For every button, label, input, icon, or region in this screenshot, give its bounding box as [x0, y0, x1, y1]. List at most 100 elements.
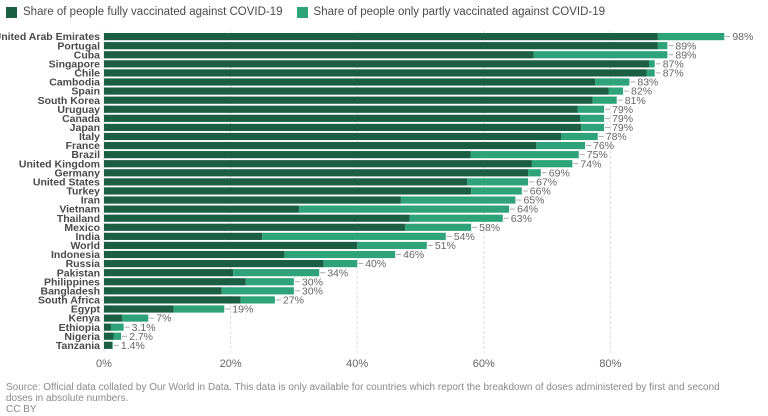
bar-partial[interactable] — [110, 323, 124, 331]
bar-partial[interactable] — [649, 60, 655, 68]
bar-partial[interactable] — [595, 78, 630, 86]
bar-full[interactable] — [104, 42, 658, 50]
bar-partial[interactable] — [400, 196, 516, 204]
bar-partial[interactable] — [581, 123, 605, 131]
bar-partial[interactable] — [467, 178, 529, 186]
bar-full[interactable] — [104, 60, 650, 68]
bar-full[interactable] — [104, 78, 596, 86]
bar-full[interactable] — [104, 205, 299, 213]
bar-full[interactable] — [104, 305, 174, 313]
bar-full[interactable] — [104, 51, 534, 59]
bar-partial[interactable] — [536, 141, 586, 150]
value-label: 34% — [327, 267, 348, 279]
value-label: 89% — [675, 40, 696, 52]
value-label: 58% — [479, 222, 500, 234]
bar-partial[interactable] — [245, 278, 294, 286]
bar-partial[interactable] — [323, 260, 358, 268]
bar-partial[interactable] — [122, 314, 149, 322]
bar-full[interactable] — [104, 341, 113, 349]
legend-item-full[interactable]: Share of people fully vaccinated against… — [6, 6, 283, 18]
country-label: United Arab Emirates — [0, 31, 100, 43]
bar-partial[interactable] — [471, 187, 522, 195]
bar-partial[interactable] — [533, 51, 668, 59]
value-label: 87% — [663, 58, 684, 70]
value-label: 30% — [302, 285, 323, 297]
bar-partial[interactable] — [113, 332, 122, 340]
bar-partial[interactable] — [173, 305, 225, 313]
bar-partial[interactable] — [657, 42, 668, 50]
value-label: 78% — [606, 131, 627, 143]
bar-partial[interactable] — [608, 87, 624, 95]
bar-partial[interactable] — [561, 132, 598, 141]
bar-full[interactable] — [104, 123, 582, 131]
bar-full[interactable] — [104, 160, 532, 168]
country-label: Philippines — [44, 276, 100, 288]
bar-full[interactable] — [104, 241, 358, 250]
bar-partial[interactable] — [577, 105, 605, 113]
bar-partial[interactable] — [240, 296, 275, 304]
country-label: Russia — [66, 258, 101, 270]
country-label: Germany — [54, 167, 100, 179]
bar-partial[interactable] — [531, 160, 573, 168]
bar-partial[interactable] — [646, 69, 655, 77]
bar-partial[interactable] — [233, 269, 320, 277]
bar-partial[interactable] — [580, 114, 605, 122]
value-label: 81% — [625, 95, 646, 107]
bar-full[interactable] — [104, 114, 581, 122]
value-label: 40% — [365, 258, 386, 270]
bar-partial[interactable] — [528, 169, 541, 177]
bar-full[interactable] — [104, 87, 609, 95]
bar-full[interactable] — [104, 105, 578, 113]
bar-full[interactable] — [104, 151, 471, 159]
bar-full[interactable] — [104, 214, 410, 222]
bar-partial[interactable] — [657, 33, 725, 41]
country-label: Egypt — [71, 304, 101, 316]
legend: Share of people fully vaccinated against… — [6, 6, 613, 18]
value-label: 3.1% — [132, 322, 156, 334]
bar-partial[interactable] — [409, 214, 503, 222]
bar-partial[interactable] — [284, 250, 396, 259]
bar-full[interactable] — [104, 33, 658, 41]
bar-partial[interactable] — [405, 223, 472, 231]
bar-full[interactable] — [104, 69, 647, 77]
bar-full[interactable] — [104, 187, 472, 195]
bar-full[interactable] — [104, 323, 111, 331]
bar-partial[interactable] — [357, 241, 427, 250]
bar-full[interactable] — [104, 141, 537, 150]
bar-partial[interactable] — [221, 287, 294, 295]
bar-full[interactable] — [104, 232, 263, 240]
value-label: 27% — [283, 295, 304, 307]
bar-partial[interactable] — [470, 151, 579, 159]
country-label: Canada — [62, 113, 100, 125]
country-label: Uruguay — [57, 104, 100, 116]
bar-full[interactable] — [104, 296, 241, 304]
bar-full[interactable] — [104, 269, 234, 277]
bar-partial[interactable] — [298, 205, 510, 213]
bar-full[interactable] — [104, 287, 222, 295]
bar-full[interactable] — [104, 178, 468, 186]
legend-item-partial[interactable]: Share of people only partly vaccinated a… — [296, 6, 605, 18]
country-label: Nigeria — [64, 331, 100, 343]
bar-full[interactable] — [104, 260, 324, 268]
bar-partial[interactable] — [262, 232, 446, 240]
bar-full[interactable] — [104, 196, 401, 204]
bar-full[interactable] — [104, 223, 406, 231]
bar-partial[interactable] — [112, 341, 113, 349]
bar-full[interactable] — [104, 96, 593, 104]
bar-full[interactable] — [104, 250, 285, 259]
bar-full[interactable] — [104, 132, 562, 141]
legend-swatch-partial — [296, 6, 308, 18]
value-label: 54% — [454, 231, 475, 243]
value-label: 19% — [232, 304, 253, 316]
bar-full[interactable] — [104, 314, 123, 322]
bar-partial[interactable] — [592, 96, 617, 104]
value-label: 66% — [530, 186, 551, 198]
value-label: 89% — [675, 49, 696, 61]
value-label: 67% — [536, 176, 557, 188]
bar-full[interactable] — [104, 332, 114, 340]
country-label: South Africa — [38, 295, 100, 307]
value-label: 30% — [302, 276, 323, 288]
bar-full[interactable] — [104, 278, 246, 286]
country-label: World — [70, 240, 100, 252]
bar-full[interactable] — [104, 169, 529, 177]
